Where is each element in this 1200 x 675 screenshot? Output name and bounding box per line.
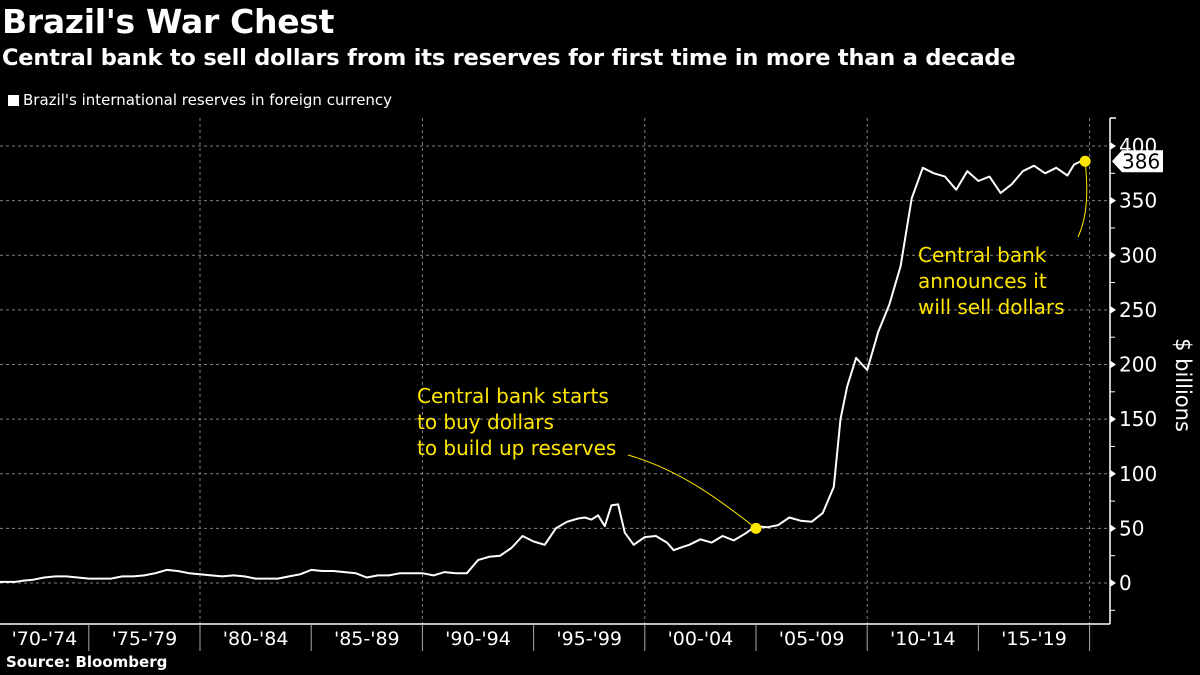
y-tick-mark [1110,196,1116,205]
x-tick-label: '75-'79 [112,628,178,650]
grid [0,118,1110,624]
y-axis-label: $ billions [1171,338,1195,432]
annotation-buy-text: to buy dollars [417,410,554,434]
x-tick-label: '85-'89 [334,628,400,650]
y-tick-label: 250 [1119,298,1157,322]
x-ticks: '70-'74 '75-'79 '80-'84 '85-'89 '90-'94 '95-'… [12,624,1091,651]
series [0,160,1086,583]
series-line [0,160,1086,583]
y-tick-mark [1110,469,1116,478]
latest-value-label: 386 [1122,149,1160,173]
y-tick-label: 150 [1119,407,1157,431]
y-tick-mark [1110,415,1116,424]
annotation-sell-text: announces it [918,269,1047,293]
x-tick-label: '05-'09 [779,628,845,650]
axes [0,117,1116,625]
x-tick-label: '80-'84 [223,628,289,650]
x-tick-label: '90-'94 [445,628,511,650]
x-tick-label: '10-'14 [890,628,956,650]
y-tick-label: 200 [1119,353,1157,377]
highlight-point-start_buying [750,522,762,534]
annotation-sell-text: Central bank [918,243,1047,267]
legend-swatch [8,94,19,106]
y-axis-label-group: $ billions [1171,338,1195,432]
y-tick-mark [1110,360,1116,369]
legend: Brazil's international reserves in forei… [8,91,392,109]
y-tick-mark [1110,142,1116,150]
y-tick-mark [1110,579,1116,587]
y-tick-label: 0 [1119,571,1132,595]
y-tick-label: 100 [1119,462,1157,486]
x-tick-label: '95-'99 [556,628,622,650]
y-tick-label: 350 [1119,189,1157,213]
x-tick-label: '15-'19 [1001,628,1067,650]
x-tick-label: '70-'74 [12,628,78,650]
y-tick-mark [1110,305,1116,314]
annotation-buy-leader [627,454,757,529]
x-tick-label: '00-'04 [668,628,734,650]
y-tick-label: 300 [1119,243,1157,267]
chart-title: Brazil's War Chest [2,2,335,41]
y-tick-label: 50 [1119,516,1144,540]
chart-subtitle: Central bank to sell dollars from its re… [2,45,1016,71]
annotation-sell-text: will sell dollars [918,295,1065,319]
y-tick-mark [1110,524,1116,533]
highlight-point-latest [1079,155,1091,167]
legend-label: Brazil's international reserves in forei… [23,91,393,109]
annotation-sell-leader [1077,161,1088,238]
y-tick-mark [1110,251,1116,260]
annotation-buy-text: Central bank starts [417,384,609,408]
source-note: Source: Bloomberg [6,653,168,671]
highlight-points: 386 [750,149,1163,534]
latest-value-callout [1112,150,1163,173]
annotation-buy-text: to build up reserves [417,436,616,460]
